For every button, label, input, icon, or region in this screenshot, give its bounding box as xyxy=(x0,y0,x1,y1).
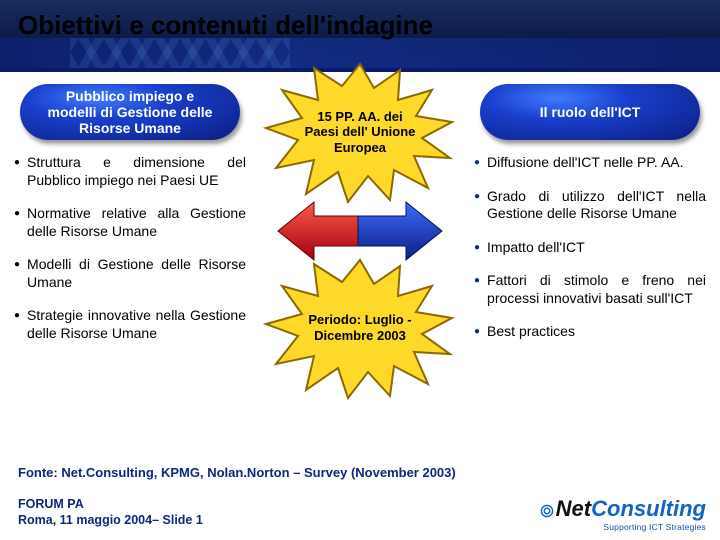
list-item: Fattori di stimolo e freno nei processi … xyxy=(474,272,706,307)
list-item: Normative relative alla Gestione delle R… xyxy=(14,205,246,240)
bullet-text: Impatto dell'ICT xyxy=(487,239,585,257)
slide-title: Obiettivi e contenuti dell'indagine xyxy=(18,10,433,41)
list-item: Modelli di Gestione delle Risorse Umane xyxy=(14,256,246,291)
footer-line2: Roma, 11 maggio 2004– Slide 1 xyxy=(18,512,203,528)
right-column: Il ruolo dell'ICT Diffusione dell'ICT ne… xyxy=(474,80,706,450)
logo-tagline: Supporting ICT Strategies xyxy=(540,522,706,532)
list-item: Strategie innovative nella Gestione dell… xyxy=(14,307,246,342)
left-bullet-list: Struttura e dimensione del Pubblico impi… xyxy=(14,154,246,342)
list-item: Best practices xyxy=(474,323,706,341)
center-column: 15 PP. AA. dei Paesi dell' Unione Europe… xyxy=(260,80,460,450)
starburst-bottom: Periodo: Luglio - Dicembre 2003 xyxy=(280,278,440,378)
logo-text-net: Net xyxy=(556,496,591,521)
bullet-text: Fattori di stimolo e freno nei processi … xyxy=(487,272,706,307)
starburst-top: 15 PP. AA. dei Paesi dell' Unione Europe… xyxy=(280,82,440,182)
left-heading-orb: Pubblico impiego e modelli di Gestione d… xyxy=(20,84,240,140)
logo-swirl-icon xyxy=(540,498,554,512)
list-item: Struttura e dimensione del Pubblico impi… xyxy=(14,154,246,189)
starburst-top-label: 15 PP. AA. dei Paesi dell' Unione Europe… xyxy=(280,82,440,182)
right-bullet-list: Diffusione dell'ICT nelle PP. AA. Grado … xyxy=(474,154,706,341)
bullet-text: Normative relative alla Gestione delle R… xyxy=(27,205,246,240)
footer-block: FORUM PA Roma, 11 maggio 2004– Slide 1 xyxy=(18,496,203,529)
content-columns: Pubblico impiego e modelli di Gestione d… xyxy=(14,80,706,450)
list-item: Grado di utilizzo dell'ICT nella Gestion… xyxy=(474,188,706,223)
list-item: Diffusione dell'ICT nelle PP. AA. xyxy=(474,154,706,172)
bullet-text: Diffusione dell'ICT nelle PP. AA. xyxy=(487,154,683,172)
footer-line1: FORUM PA xyxy=(18,496,203,512)
bullet-text: Modelli di Gestione delle Risorse Umane xyxy=(27,256,246,291)
bullet-text: Grado di utilizzo dell'ICT nella Gestion… xyxy=(487,188,706,223)
logo-text-consulting: Consulting xyxy=(591,496,706,521)
source-line: Fonte: Net.Consulting, KPMG, Nolan.Norto… xyxy=(18,465,456,480)
right-heading-orb: Il ruolo dell'ICT xyxy=(480,84,700,140)
list-item: Impatto dell'ICT xyxy=(474,239,706,257)
left-column: Pubblico impiego e modelli di Gestione d… xyxy=(14,80,246,450)
bullet-text: Strategie innovative nella Gestione dell… xyxy=(27,307,246,342)
header-mesh-decoration xyxy=(70,38,290,68)
bullet-text: Struttura e dimensione del Pubblico impi… xyxy=(27,154,246,189)
bullet-text: Best practices xyxy=(487,323,575,341)
logo-brand: NetConsulting xyxy=(540,496,706,522)
starburst-bottom-label: Periodo: Luglio - Dicembre 2003 xyxy=(280,278,440,378)
logo: NetConsulting Supporting ICT Strategies xyxy=(540,496,706,532)
